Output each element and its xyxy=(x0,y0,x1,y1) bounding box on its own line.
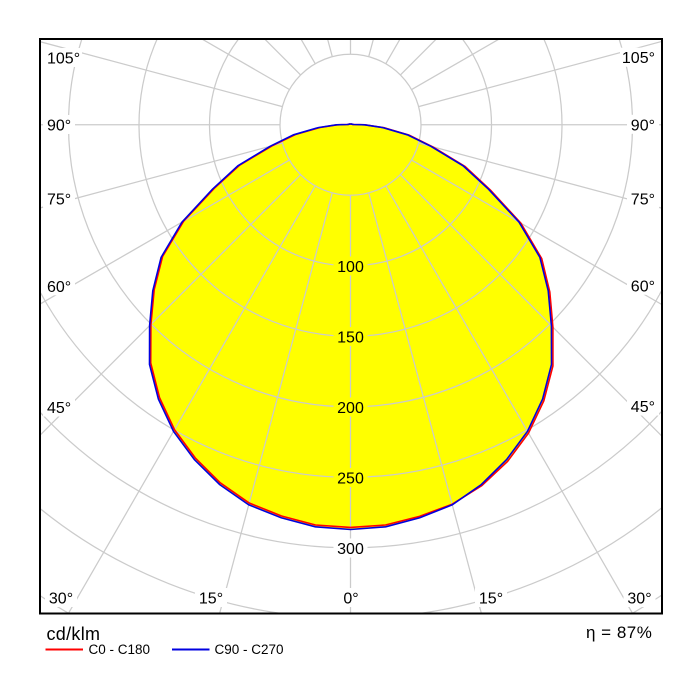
svg-text:100: 100 xyxy=(337,259,364,276)
svg-text:75°: 75° xyxy=(631,192,655,209)
svg-text:0°: 0° xyxy=(343,591,358,608)
svg-text:C90 - C270: C90 - C270 xyxy=(215,642,284,657)
svg-text:75°: 75° xyxy=(47,191,71,208)
svg-text:90°: 90° xyxy=(47,118,71,135)
svg-text:300: 300 xyxy=(337,541,364,558)
svg-text:90°: 90° xyxy=(631,117,655,134)
svg-text:η = 87%: η = 87% xyxy=(586,623,652,642)
svg-text:30°: 30° xyxy=(627,591,651,608)
svg-text:105°: 105° xyxy=(622,50,655,67)
svg-text:15°: 15° xyxy=(479,591,503,608)
svg-text:C0 - C180: C0 - C180 xyxy=(89,642,151,657)
svg-text:60°: 60° xyxy=(47,279,71,296)
svg-text:250: 250 xyxy=(337,471,364,488)
svg-text:cd/klm: cd/klm xyxy=(47,624,101,644)
svg-text:60°: 60° xyxy=(631,278,655,295)
svg-text:105°: 105° xyxy=(47,51,80,68)
svg-text:200: 200 xyxy=(337,400,364,417)
svg-text:45°: 45° xyxy=(47,400,71,417)
svg-text:30°: 30° xyxy=(49,591,73,608)
svg-text:45°: 45° xyxy=(631,399,655,416)
svg-text:15°: 15° xyxy=(199,591,223,608)
svg-text:150: 150 xyxy=(337,330,364,347)
